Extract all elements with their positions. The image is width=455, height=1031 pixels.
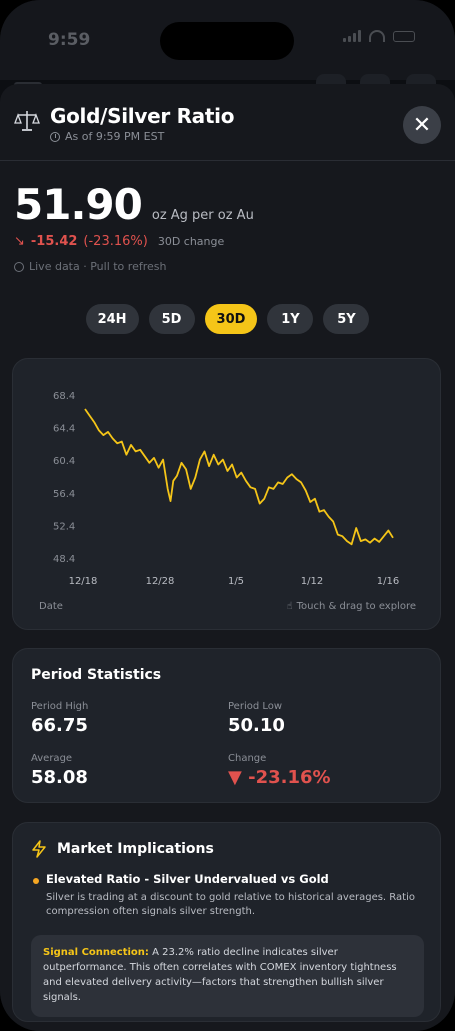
header-divider xyxy=(0,160,455,161)
dynamic-island xyxy=(160,22,294,60)
stat-low-value: 50.10 xyxy=(228,715,285,736)
stat-change-value: ▼ -23.16% xyxy=(228,767,331,788)
tab-5y[interactable]: 5Y xyxy=(323,304,370,334)
implications-title: Market Implications xyxy=(57,841,214,857)
price-row: 51.90 oz Ag per oz Au xyxy=(14,180,254,229)
info-icon xyxy=(14,261,24,272)
stat-change-label: Change xyxy=(228,753,267,764)
change-row: ↘ -15.42 (-23.16%) 30D change xyxy=(14,234,224,249)
market-implications-card: Market Implications Elevated Ratio - Sil… xyxy=(12,822,441,1022)
change-label: 30D change xyxy=(157,235,225,248)
status-time: 9:59 xyxy=(48,30,91,50)
y-tick-label: 52.4 xyxy=(53,521,75,532)
stat-average-label: Average xyxy=(31,753,73,764)
tab-30d[interactable]: 30D xyxy=(204,304,258,334)
y-tick-label: 56.4 xyxy=(53,489,75,500)
chart-canvas[interactable]: 68.4 64.4 60.4 56.4 52.4 48.4 12/18 12/28 1/5 1/1… xyxy=(13,359,442,631)
stat-high: Period High 66.75 xyxy=(31,701,88,736)
status-icons xyxy=(343,30,415,42)
page-title: Gold/Silver Ratio xyxy=(50,104,235,128)
signal-icon xyxy=(343,30,361,42)
signal-text: A 23.2% ratio decline indicates silver o… xyxy=(43,947,397,1003)
x-axis-caption: Date xyxy=(39,601,63,612)
live-data-note: Live data · Pull to refresh xyxy=(14,260,166,273)
signal-connection-box: Signal Connection: A 23.2% ratio decline… xyxy=(31,935,424,1017)
hand-icon: ☝ xyxy=(286,601,293,612)
sheet-header: Gold/Silver Ratio As of 9:59 PM EST ✕ xyxy=(14,104,441,160)
y-tick-label: 60.4 xyxy=(53,456,75,467)
ratio-detail-sheet: Gold/Silver Ratio As of 9:59 PM EST ✕ 51… xyxy=(0,84,455,1031)
timestamp: As of 9:59 PM EST xyxy=(50,130,164,143)
y-tick-label: 68.4 xyxy=(53,391,75,402)
chart-hint-text: Touch & drag to explore xyxy=(296,601,416,612)
ratio-series-line xyxy=(84,408,394,546)
x-tick-label: 1/12 xyxy=(301,576,323,587)
status-bar: 9:59 xyxy=(0,0,455,100)
period-tabs: 24H 5D 30D 1Y 5Y xyxy=(0,304,455,334)
close-button[interactable]: ✕ xyxy=(403,106,441,144)
stat-average-value: 58.08 xyxy=(31,767,88,788)
ratio-value: 51.90 xyxy=(14,180,143,229)
signal-label: Signal Connection: xyxy=(43,947,149,958)
implication-title: Elevated Ratio - Silver Undervalued vs G… xyxy=(46,872,329,886)
ratio-unit: oz Ag per oz Au xyxy=(151,208,254,223)
tab-1y[interactable]: 1Y xyxy=(267,304,314,334)
bullet-dot xyxy=(33,878,39,884)
battery-icon xyxy=(393,30,415,42)
change-value: -15.42 xyxy=(30,234,78,249)
stat-low-label: Period Low xyxy=(228,701,283,712)
wifi-icon xyxy=(369,30,385,42)
clock-icon xyxy=(50,131,60,142)
y-tick-label: 64.4 xyxy=(53,424,75,435)
x-tick-label: 12/18 xyxy=(69,576,98,587)
x-tick-label: 12/28 xyxy=(146,576,175,587)
x-tick-label: 1/5 xyxy=(228,576,244,587)
change-percent: (-23.16%) xyxy=(83,234,148,249)
stat-high-label: Period High xyxy=(31,701,89,712)
chart-hint: ☝ Touch & drag to explore xyxy=(287,601,416,612)
tab-24h[interactable]: 24H xyxy=(85,304,139,334)
stat-low: Period Low 50.10 xyxy=(228,701,285,736)
lightning-icon xyxy=(32,840,46,858)
stat-high-value: 66.75 xyxy=(31,715,88,736)
implication-description: Silver is trading at a discount to gold … xyxy=(46,892,415,917)
scale-icon xyxy=(14,111,40,131)
live-data-text: Live data · Pull to refresh xyxy=(29,260,167,273)
tab-5d[interactable]: 5D xyxy=(148,304,195,334)
timestamp-text: As of 9:59 PM EST xyxy=(65,130,165,143)
stat-average: Average 58.08 xyxy=(31,753,88,788)
x-tick-label: 1/16 xyxy=(377,576,399,587)
stats-title: Period Statistics xyxy=(31,667,162,683)
stat-change: Change ▼ -23.16% xyxy=(228,753,331,788)
trend-down-icon: ↘ xyxy=(14,234,25,249)
close-icon: ✕ xyxy=(412,112,432,138)
ratio-chart[interactable]: 68.4 64.4 60.4 56.4 52.4 48.4 12/18 12/28 1/5 1/1… xyxy=(12,358,441,630)
y-tick-label: 48.4 xyxy=(53,554,75,565)
period-statistics-card: Period Statistics Period High 66.75 Peri… xyxy=(12,648,441,803)
